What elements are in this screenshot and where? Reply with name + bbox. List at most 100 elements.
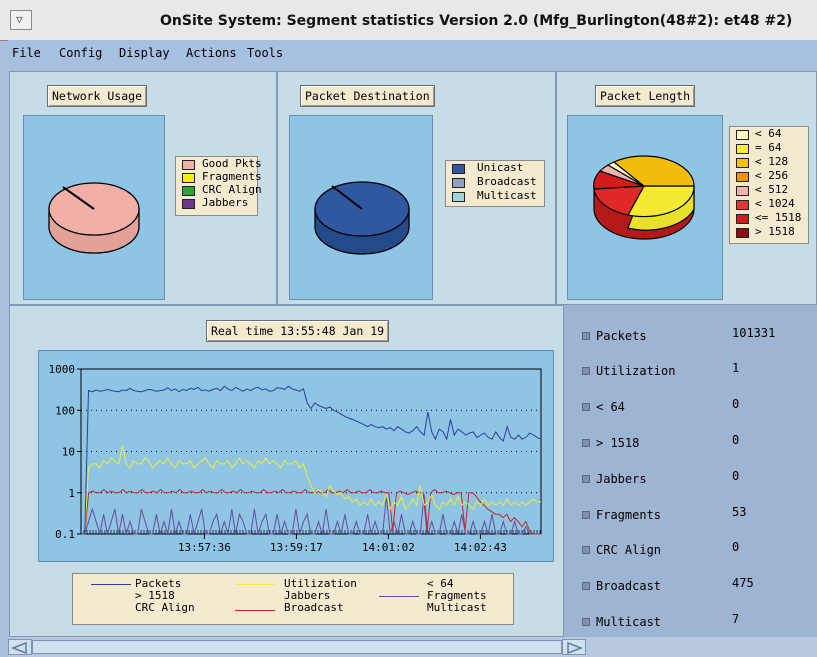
title-bar: ▽ OnSite System: Segment statistics Vers… [0,0,817,41]
y-tick-label: 10 [62,446,75,459]
legend-text: Jabbers [284,589,331,602]
menu-config[interactable]: Config [59,46,103,60]
legend-swatch [182,160,195,170]
legend-swatch [736,228,749,238]
legend-swatch [736,130,749,140]
network-usage-pie [48,182,140,254]
window-menu-icon: ▽ [16,13,23,26]
network-usage-panel: Network Usage Good Pkts Fragments CRC Al… [9,71,277,305]
menu-actions[interactable]: Actions [186,46,237,60]
stat-label: Packets [596,329,647,343]
packet-length-pie [593,155,695,240]
window-title: OnSite System: Segment statistics Versio… [160,13,793,29]
scroll-right-button[interactable] [562,639,586,655]
legend-text: Multicast [427,601,487,614]
legend-swatch [182,199,195,209]
stat-label: > 1518 [596,436,640,450]
stat-checkbox[interactable] [582,332,590,340]
legend-line-broadcast [235,610,275,611]
stat-checkbox[interactable] [582,403,590,411]
stat-value: 0 [732,540,740,554]
menu-display[interactable]: Display [119,46,170,60]
scroll-left-button[interactable] [8,639,32,655]
legend-swatch [452,164,465,174]
stat-label: < 64 [596,400,625,414]
x-tick-label: 13:59:17 [270,541,323,554]
legend-swatch [182,173,195,183]
scroll-thumb[interactable] [32,640,562,654]
legend-label: <= 1518 [755,211,802,224]
stat-value: 53 [732,505,747,519]
stat-label: Utilization [596,364,676,378]
stat-value: 475 [732,576,754,590]
legend-text: Fragments [427,589,487,602]
legend-text: < 64 [427,577,454,590]
stat-checkbox[interactable] [582,475,590,483]
legend-label: Jabbers [202,196,249,209]
legend-label: = 64 [755,141,782,154]
legend-text: Packets [135,577,182,590]
horizontal-scrollbar[interactable] [8,637,817,657]
network-usage-button[interactable]: Network Usage [47,85,148,107]
packet-destination-button[interactable]: Packet Destination [300,85,435,107]
window-menu-button[interactable]: ▽ [10,10,32,30]
stat-checkbox[interactable] [582,367,590,375]
stat-checkbox[interactable] [582,546,590,554]
packet-length-legend: < 64 = 64 < 128 < 256 < 512 < 1024 <= 15… [729,126,809,244]
legend-label: < 64 [755,127,782,140]
packet-destination-pie-box [289,115,433,300]
stat-checkbox[interactable] [582,439,590,447]
packet-length-button[interactable]: Packet Length [595,85,696,107]
scroll-left-icon [10,641,27,655]
network-usage-legend: Good Pkts Fragments CRC Align Jabbers [175,156,262,216]
realtime-chart-legend: Packets Utilization < 64 > 1518 Jabbers … [72,573,514,625]
realtime-button[interactable]: Real time 13:55:48 Jan 19 [206,320,390,342]
legend-line-fragments [379,596,419,597]
legend-swatch [736,200,749,210]
stat-checkbox[interactable] [582,618,590,626]
packet-length-panel: Packet Length < 64 = 64 < 128 < 256 < 51… [556,71,817,305]
legend-label: Fragments [202,170,262,183]
legend-label: CRC Align [202,183,262,196]
x-tick-label: 14:01:02 [362,541,415,554]
stat-label: CRC Align [596,543,662,557]
series-line-utilization [81,445,541,535]
legend-swatch [736,144,749,154]
network-usage-pie-box [23,115,165,300]
scroll-right-icon [567,641,584,655]
realtime-chart-box: 1000 100 10 1 0.1 13:57:36 13:59:17 14:01:02 14:… [38,350,554,562]
legend-swatch [452,178,465,188]
legend-line-utilization [235,584,275,585]
legend-label: Broadcast [477,175,537,188]
stat-checkbox[interactable] [582,511,590,519]
stat-value: 101331 [732,326,776,340]
legend-swatch [736,158,749,168]
legend-text: Broadcast [284,601,344,614]
stat-value: 1 [732,361,740,375]
packet-destination-legend: Unicast Broadcast Multicast [445,160,545,207]
packet-destination-pie [314,181,410,255]
stat-label: Multicast [596,615,662,629]
legend-label: < 256 [755,169,789,182]
y-tick-label: 1 [68,487,75,500]
legend-text: > 1518 [135,589,175,602]
stat-value: 0 [732,433,740,447]
legend-label: > 1518 [755,225,795,238]
y-tick-label: 100 [55,404,75,417]
legend-label: Multicast [477,189,537,202]
legend-swatch [736,214,749,224]
stat-label: Fragments [596,508,662,522]
menu-file[interactable]: File [12,46,41,60]
stat-value: 7 [732,612,740,626]
y-tick-label: 0.1 [55,528,75,541]
legend-label: < 512 [755,183,789,196]
packet-destination-panel: Packet Destination Unicast Broadcast Mul… [277,71,556,305]
stat-label: Broadcast [596,579,662,593]
stat-label: Jabbers [596,472,647,486]
stat-checkbox[interactable] [582,582,590,590]
stat-value: 0 [732,397,740,411]
menu-tools[interactable]: Tools [247,46,284,60]
menu-bar: File Config Display Actions Tools [8,40,817,68]
legend-swatch [182,186,195,196]
